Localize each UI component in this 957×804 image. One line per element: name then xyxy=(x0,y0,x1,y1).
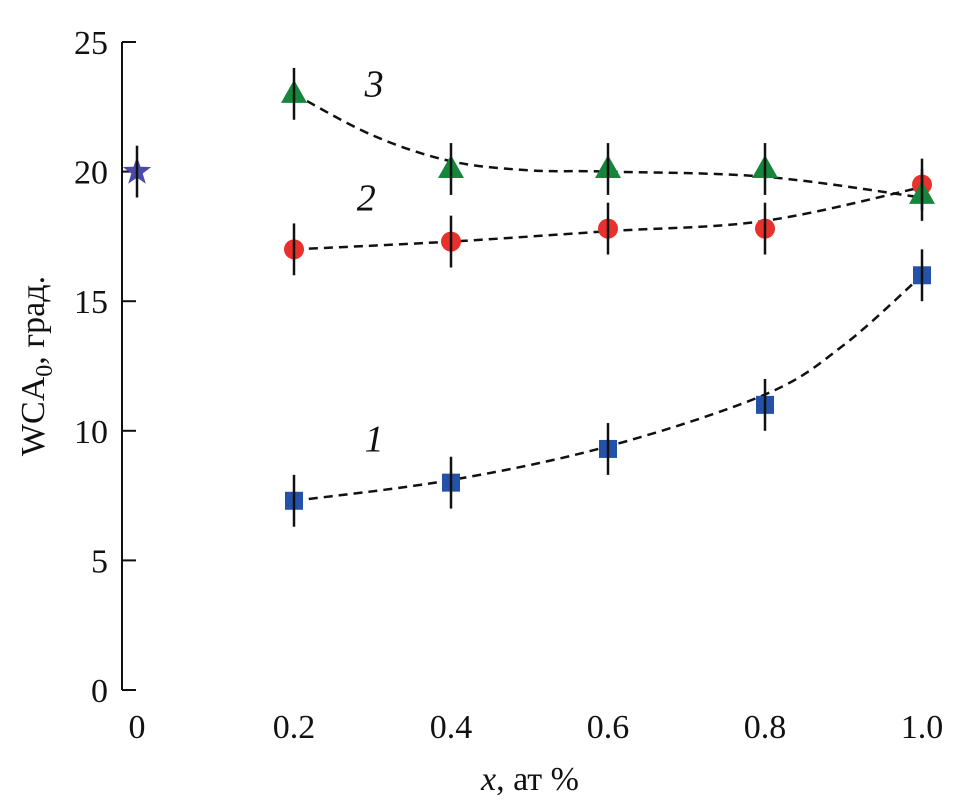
fit-curve-2 xyxy=(293,185,923,251)
x-tick-label: 1.0 xyxy=(901,709,944,746)
data-marks xyxy=(122,67,935,527)
series-label-2: 2 xyxy=(357,177,376,219)
y-tick-label: 10 xyxy=(74,414,108,451)
y-axis-title: WCA0, град. xyxy=(15,276,58,456)
y-tick-label: 15 xyxy=(74,284,108,321)
y-tick-label: 20 xyxy=(74,155,108,192)
x-axis-title: x, ат % xyxy=(480,761,579,798)
x-tick-label: 0.8 xyxy=(744,709,787,746)
fit-curve-3 xyxy=(293,92,923,199)
fit-curves xyxy=(293,92,923,503)
x-tick-label: 0.6 xyxy=(587,709,630,746)
y-tick-label: 0 xyxy=(91,673,108,710)
axes: 0 5 10 15 20 25 0 0.2 0.4 0.6 0.8 1.0 xyxy=(74,25,943,746)
x-tick-label: 0 xyxy=(129,709,146,746)
series-label-1: 1 xyxy=(365,419,384,461)
y-tick-label: 5 xyxy=(91,543,108,580)
series-label-3: 3 xyxy=(364,63,384,105)
fit-curve-1 xyxy=(293,274,923,503)
x-tick-label: 0.4 xyxy=(430,709,473,746)
x-tick-label: 0.2 xyxy=(273,709,316,746)
series-labels: 1 2 3 xyxy=(357,63,384,460)
y-tick-label: 25 xyxy=(74,25,108,62)
